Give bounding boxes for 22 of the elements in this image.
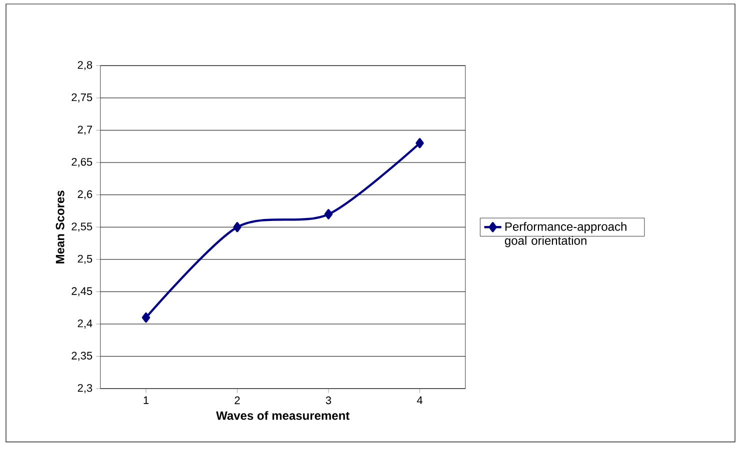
point xyxy=(416,138,424,148)
y-tick-label: 2,5 xyxy=(78,254,92,264)
y-axis-title: Mean Scores xyxy=(56,190,64,264)
y-tick-label: 2,65 xyxy=(72,158,92,168)
point xyxy=(142,312,150,323)
y-tick-label: 2,3 xyxy=(78,384,92,394)
y-tick-label: 2,4 xyxy=(78,319,92,329)
x-tick-label: 1 xyxy=(144,396,149,404)
y-tick-label: 2,6 xyxy=(78,190,92,200)
y-tick-label: 2,55 xyxy=(72,222,92,232)
y-tick-label: 2,35 xyxy=(72,352,92,361)
x-axis-title: Waves of measurement xyxy=(216,411,350,420)
point xyxy=(233,222,242,232)
y-tick-label: 2,75 xyxy=(72,93,92,102)
legend-label: Performance-approach goal orientation xyxy=(504,222,626,248)
y-tick-label: 2,45 xyxy=(72,287,92,296)
y-tick-label: 2,7 xyxy=(78,126,92,135)
x-tick-label: 4 xyxy=(416,396,422,404)
x-tick-label: 3 xyxy=(326,396,332,404)
x-tick-label: 2 xyxy=(234,396,240,404)
y-tick-label: 2,8 xyxy=(78,61,92,70)
point xyxy=(324,209,333,220)
